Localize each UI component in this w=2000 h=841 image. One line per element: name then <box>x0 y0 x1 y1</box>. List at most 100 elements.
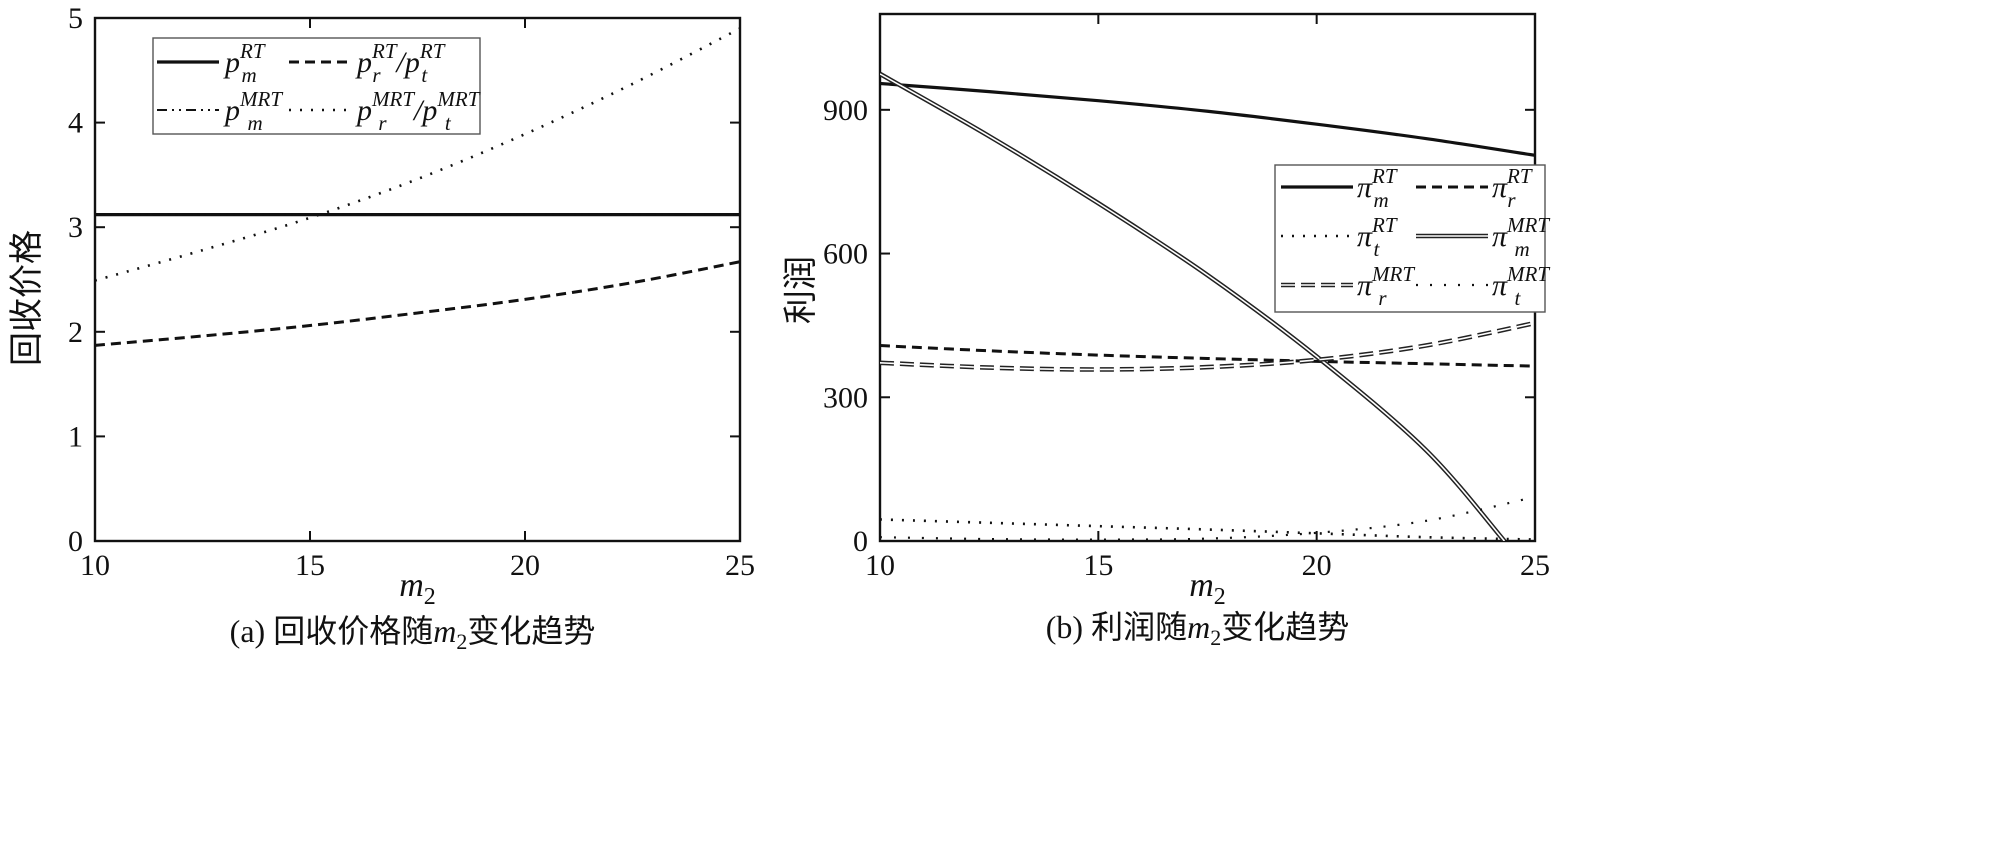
legend-superscript: MRT <box>436 87 480 111</box>
x-tick-label: 10 <box>80 549 110 582</box>
legend-symbol: p <box>223 46 240 79</box>
legend-symbol: p <box>403 46 420 79</box>
series-line-pitRT <box>880 518 1535 541</box>
series-line-prRT <box>95 260 740 347</box>
x-axis-label-sub: 2 <box>1214 584 1226 610</box>
x-axis-label-sub: 2 <box>424 584 436 610</box>
legend-subscript: t <box>1515 286 1522 310</box>
legend-superscript: MRT <box>1506 213 1550 237</box>
y-tick-label: 4 <box>68 107 83 140</box>
legend-subscript: m <box>1515 237 1530 261</box>
series-group <box>880 71 1535 541</box>
legend-symbol: π <box>1492 269 1508 302</box>
figure-caption: (b) 利润随m2变化趋势 <box>1046 609 1349 650</box>
legend-separator: / <box>395 46 408 79</box>
x-axis-label-var: m <box>1189 567 1214 604</box>
x-axis-label: m2 <box>1189 567 1226 610</box>
legend-subscript: r <box>1378 286 1387 310</box>
caption-sub: 2 <box>1210 625 1221 650</box>
legend-superscript: RT <box>239 39 266 63</box>
legend-superscript: RT <box>1371 164 1398 188</box>
series-line-pimMRT-inner <box>880 73 1506 541</box>
x-tick-label: 20 <box>510 549 540 582</box>
legend-subscript: t <box>421 63 428 87</box>
caption-suffix: 变化趋势 <box>467 613 595 649</box>
legend-superscript: MRT <box>1506 262 1550 286</box>
legend-symbol: π <box>1357 171 1373 204</box>
legend-subscript: t <box>1374 237 1381 261</box>
legend-subscript: m <box>248 111 263 135</box>
legend-subscript: r <box>1507 188 1516 212</box>
legend-symbol: p <box>355 94 372 127</box>
legend-separator: / <box>412 94 425 127</box>
caption-suffix: 变化趋势 <box>1221 609 1349 645</box>
series-line-prMRT <box>95 27 740 282</box>
caption-var: m <box>433 613 456 649</box>
legend-superscript: RT <box>371 39 398 63</box>
y-axis-label: 利润 <box>782 256 820 324</box>
y-tick-label: 3 <box>68 211 83 244</box>
legend-box <box>152 37 481 135</box>
x-tick-label: 15 <box>295 549 325 582</box>
caption-prefix: (a) 回收价格随 <box>230 613 434 649</box>
legend-box <box>1274 164 1546 313</box>
y-tick-label: 600 <box>823 238 868 271</box>
y-tick-label: 900 <box>823 94 868 127</box>
legend-symbol: π <box>1357 220 1373 253</box>
legend-symbol: π <box>1357 269 1373 302</box>
y-tick-label: 2 <box>68 316 83 349</box>
x-tick-label: 25 <box>725 549 755 582</box>
legend-symbol: π <box>1492 220 1508 253</box>
caption-var: m <box>1187 609 1210 645</box>
legend-superscript: RT <box>419 39 446 63</box>
legend-subscript: r <box>372 63 381 87</box>
caption-prefix: (b) 利润随 <box>1046 609 1187 645</box>
y-tick-label: 0 <box>68 525 83 558</box>
legend-superscript: MRT <box>1371 262 1415 286</box>
x-axis-label: m2 <box>399 567 436 610</box>
caption-sub: 2 <box>456 629 467 654</box>
y-tick-label: 0 <box>853 525 868 558</box>
y-tick-label: 5 <box>68 2 83 35</box>
figure-caption: (a) 回收价格随m2变化趋势 <box>230 613 596 654</box>
legend-superscript: RT <box>1371 213 1398 237</box>
legend-subscript: t <box>445 111 452 135</box>
legend-symbol: π <box>1492 171 1508 204</box>
y-axis-label: 回收价格 <box>8 230 46 366</box>
y-tick-label: 1 <box>68 420 83 453</box>
legend-subscript: r <box>378 111 387 135</box>
legend-symbol: p <box>223 94 240 127</box>
x-tick-label: 20 <box>1302 549 1332 582</box>
series-line-pirMRT-inner <box>880 322 1535 371</box>
series-line-pirMRT-outer <box>880 320 1535 372</box>
legend-superscript: RT <box>1506 164 1533 188</box>
series-line-pirRT <box>880 344 1535 368</box>
x-tick-label: 10 <box>865 549 895 582</box>
x-axis-label-var: m <box>399 567 424 604</box>
legend-superscript: MRT <box>239 87 283 111</box>
y-tick-label: 300 <box>823 381 868 414</box>
x-tick-label: 15 <box>1083 549 1113 582</box>
legend-subscript: m <box>242 63 257 87</box>
series-line-pitMRT <box>880 495 1535 541</box>
legend-symbol: p <box>355 46 372 79</box>
legend-symbol: p <box>420 94 437 127</box>
series-group <box>95 27 740 347</box>
legend-subscript: m <box>1374 188 1389 212</box>
series-line-pimRT <box>880 81 1535 157</box>
legend-superscript: MRT <box>371 87 415 111</box>
